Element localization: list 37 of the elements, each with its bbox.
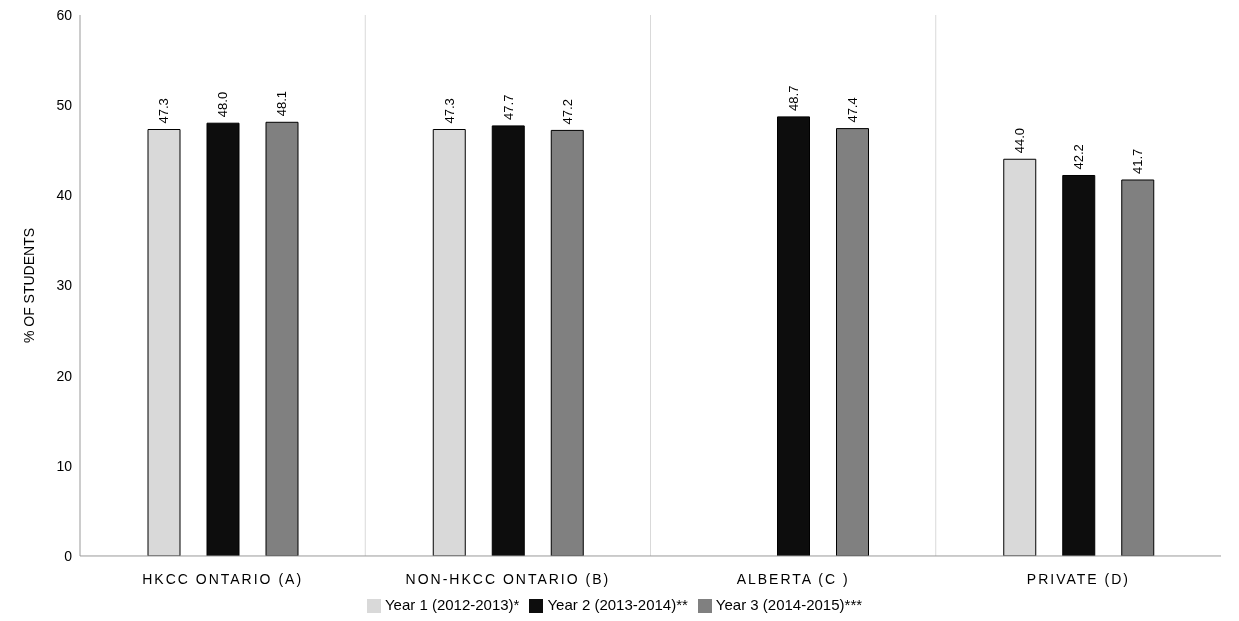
bar	[206, 122, 240, 556]
y-tick-label: 30	[56, 277, 73, 294]
bar	[1121, 179, 1155, 556]
bar	[432, 129, 466, 556]
y-tick-label: 10	[56, 457, 73, 474]
data-label: 47.3	[441, 98, 457, 124]
data-label: 47.7	[500, 94, 516, 120]
x-tick-label: PRIVATE (D)	[1026, 570, 1130, 587]
data-label: 47.3	[156, 98, 172, 124]
y-axis-title: % OF STUDENTS	[20, 227, 37, 344]
bar	[1003, 158, 1037, 556]
data-label: 48.0	[215, 91, 231, 118]
data-label: 47.2	[559, 99, 575, 125]
data-label: 48.7	[786, 85, 801, 111]
legend-label: Year 1 (2012-2013)*	[384, 595, 520, 613]
bar	[550, 129, 584, 556]
x-tick-label: HKCC ONTARIO (A)	[142, 570, 304, 587]
bar	[1062, 174, 1096, 556]
y-tick-label: 50	[56, 97, 73, 114]
data-label: 44.0	[1012, 127, 1028, 154]
bar	[265, 121, 299, 556]
y-tick-label: 60	[56, 6, 73, 23]
bar	[491, 125, 525, 556]
x-tick-label: ALBERTA (C )	[736, 570, 850, 587]
y-tick-label: 20	[56, 367, 73, 384]
data-label: 47.4	[845, 97, 860, 123]
y-tick-label: 0	[64, 547, 73, 564]
legend-label: Year 3 (2014-2015)***	[715, 595, 863, 613]
y-tick-label: 40	[56, 187, 73, 204]
x-tick-label: NON-HKCC ONTARIO (B)	[405, 570, 611, 587]
data-label: 42.2	[1071, 144, 1087, 170]
bar	[777, 116, 810, 556]
bar	[147, 129, 181, 556]
legend-label: Year 2 (2013-2014)**	[547, 595, 688, 613]
data-label: 48.1	[274, 90, 290, 117]
bar	[836, 128, 869, 556]
data-label: 41.7	[1130, 148, 1146, 174]
